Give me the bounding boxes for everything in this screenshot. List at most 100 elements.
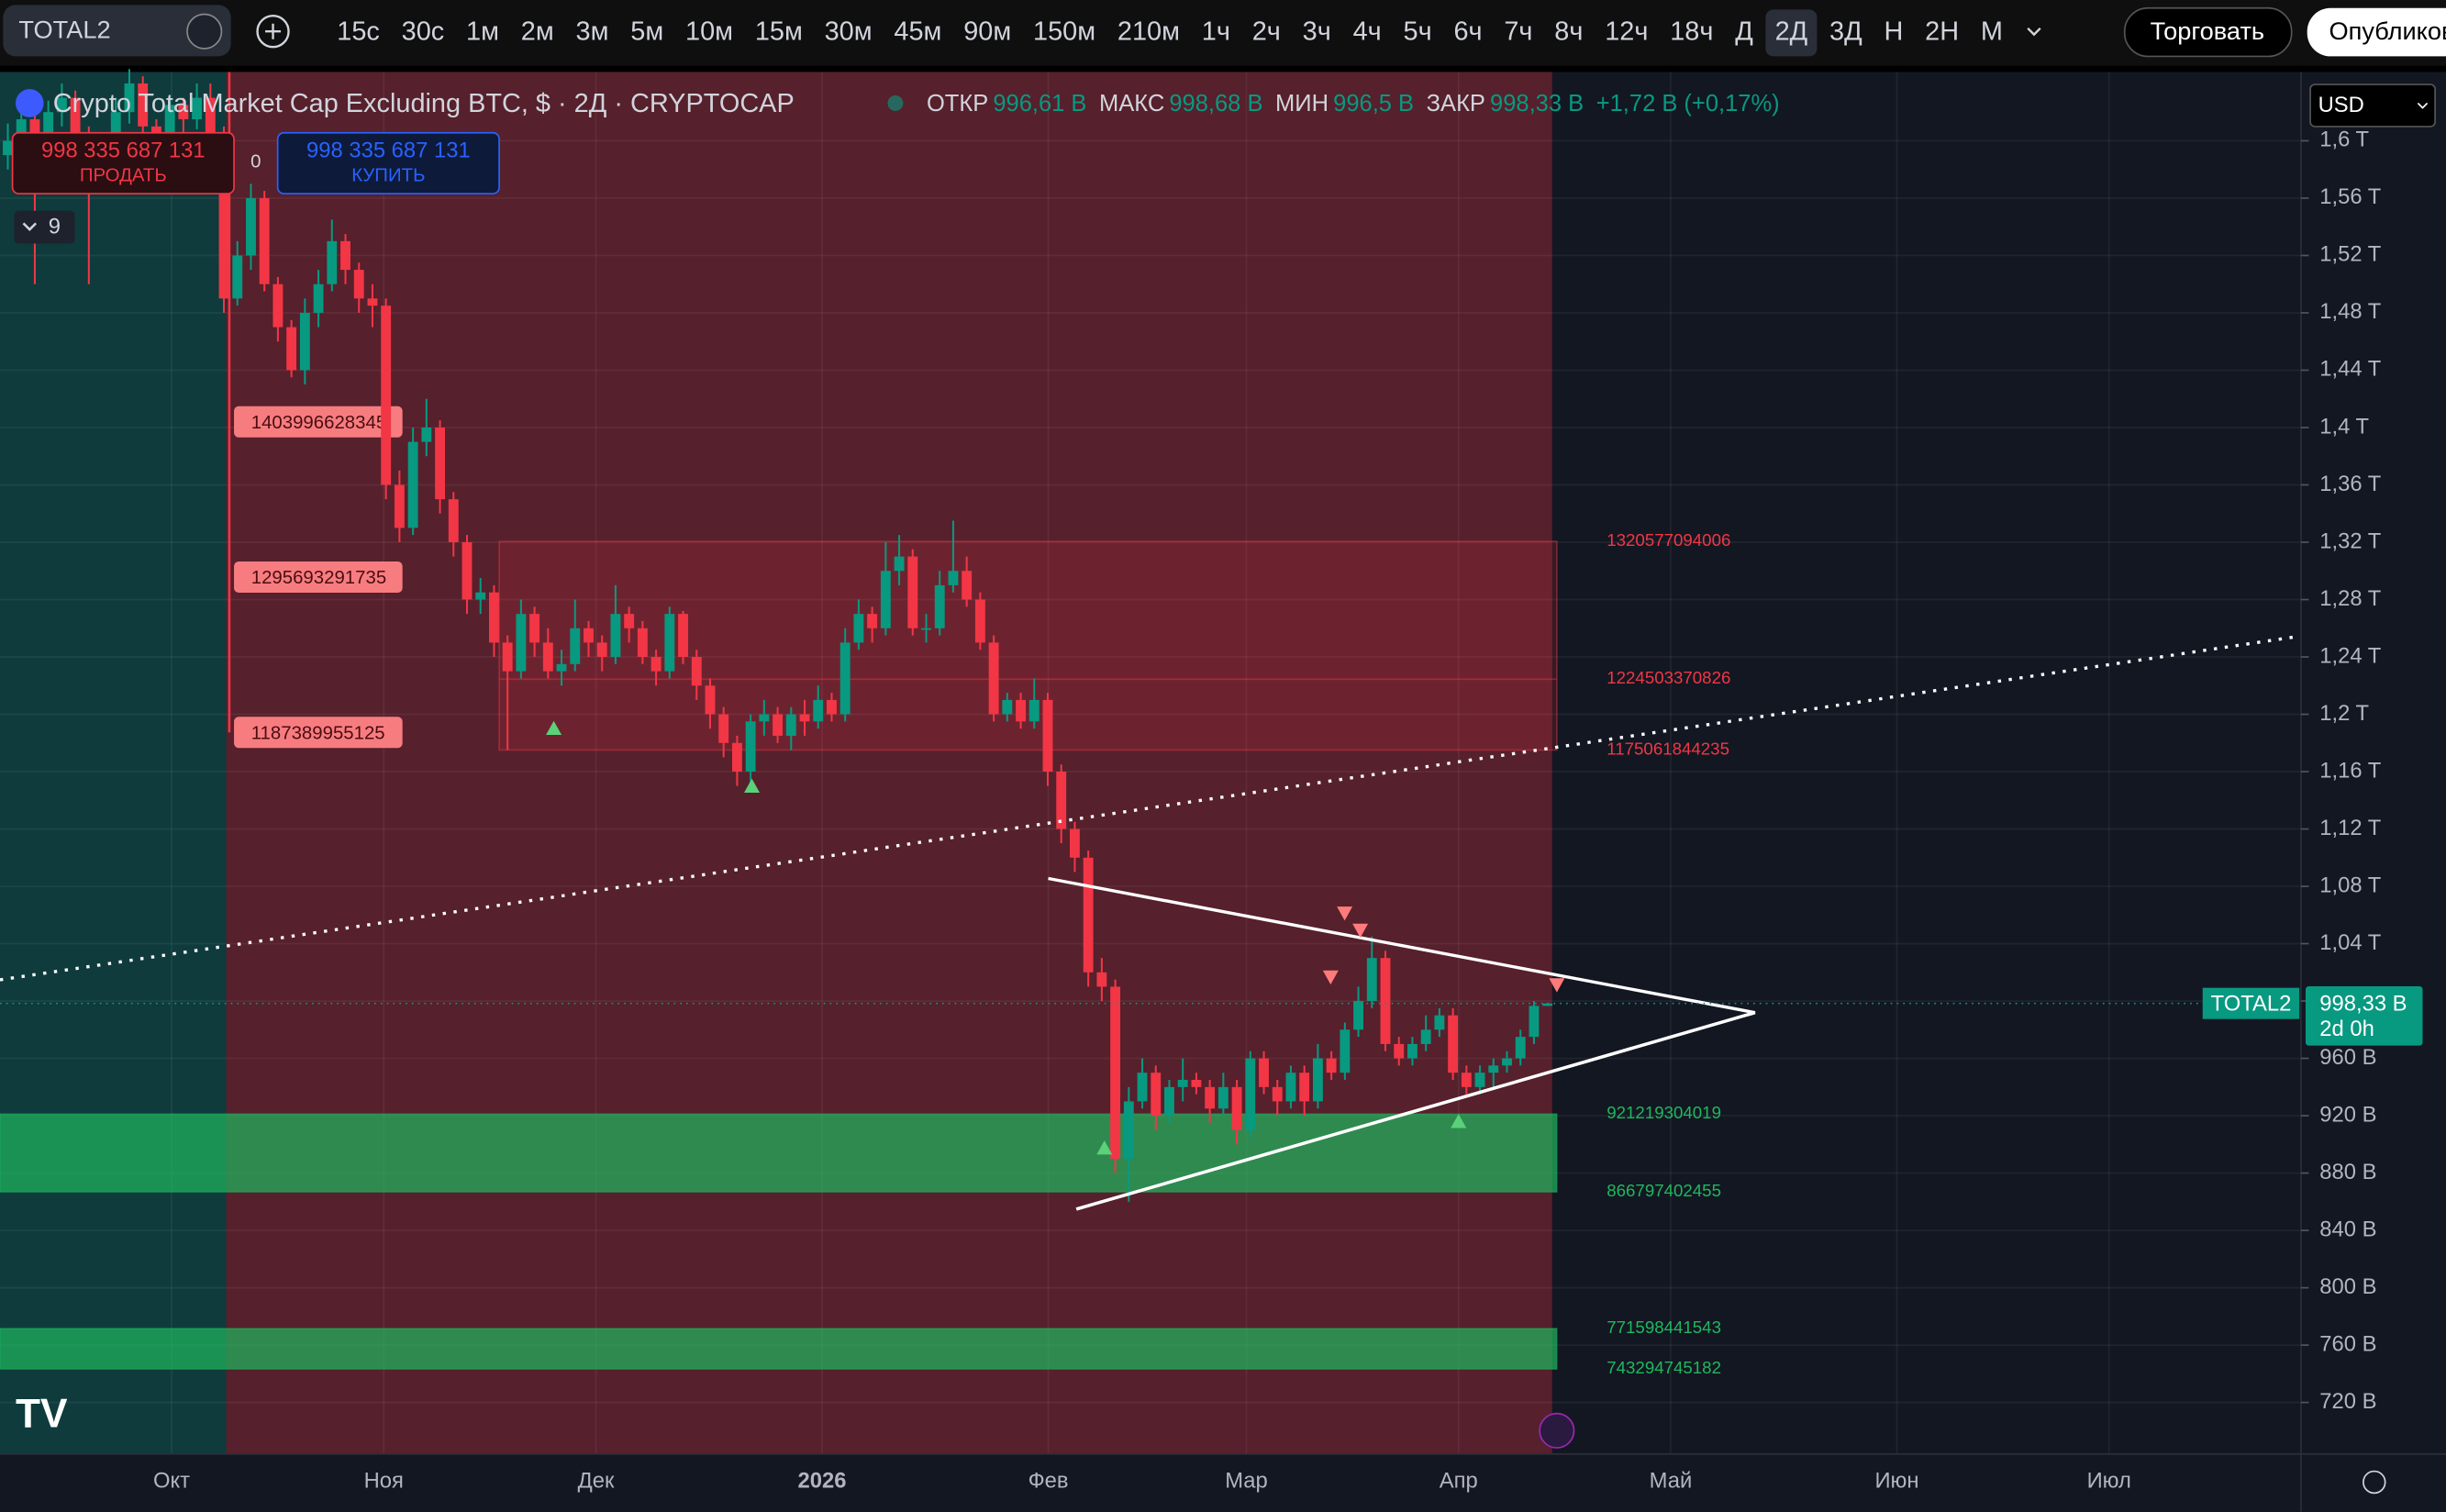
legend-title: Crypto Total Market Cap Excluding BTC, $… bbox=[53, 89, 795, 118]
candle-body bbox=[1028, 699, 1040, 722]
symbol: TOTAL2 bbox=[18, 15, 110, 43]
legend-fields: ОТКР 996,61 B МАКС 998,68 B МИН 996,5 B ЗАКР 99… bbox=[927, 91, 1780, 117]
candle-body bbox=[56, 97, 67, 113]
timeframe[interactable]: М bbox=[1981, 17, 2003, 47]
candle-body bbox=[232, 255, 243, 299]
timeframe[interactable]: 1м bbox=[466, 17, 499, 47]
y-tick-label: 1,16 T bbox=[2319, 758, 2381, 783]
candle-body bbox=[610, 614, 621, 658]
candle-body bbox=[353, 270, 364, 299]
order-level-label: 1187389955125 bbox=[251, 723, 385, 743]
candle-body bbox=[664, 614, 675, 672]
timeframe[interactable]: 15с bbox=[337, 17, 380, 47]
candle-body bbox=[1151, 1073, 1162, 1117]
candle-body bbox=[1366, 958, 1377, 1002]
symbol-box[interactable] bbox=[3, 5, 231, 57]
candle-body bbox=[542, 642, 553, 672]
y-tick-label: 760 B bbox=[2319, 1331, 2376, 1356]
overlay: TOTAL2 Торговать Опубликовать Crypto Tot… bbox=[3, 5, 2446, 1495]
chevron bbox=[22, 222, 38, 231]
timeframe[interactable]: 3м bbox=[576, 17, 609, 47]
timeframe[interactable]: 4ч bbox=[1353, 17, 1382, 47]
alert-icon[interactable] bbox=[186, 13, 223, 50]
candle-body bbox=[246, 197, 256, 256]
zone-label: 921219304019 bbox=[1607, 1103, 1721, 1122]
candle-body bbox=[1164, 1086, 1174, 1117]
candle-body bbox=[1340, 1029, 1351, 1073]
candle-body bbox=[678, 614, 688, 658]
y-tick-label: 1,2 T bbox=[2319, 701, 2369, 726]
timeframe[interactable]: 5м bbox=[630, 17, 663, 47]
timeframe[interactable]: 15м bbox=[755, 17, 803, 47]
candle-body bbox=[529, 614, 540, 643]
candle-body bbox=[1272, 1086, 1283, 1102]
publish-button[interactable] bbox=[2307, 7, 2446, 57]
toolbar-divider bbox=[0, 65, 2446, 72]
candle-body bbox=[921, 628, 931, 630]
candle-body bbox=[584, 628, 594, 643]
candle-body bbox=[1502, 1058, 1512, 1066]
currency-select[interactable] bbox=[2309, 83, 2436, 128]
status-dot bbox=[887, 94, 904, 111]
sell-price: 998 335 687 131 bbox=[41, 138, 206, 162]
candle-body bbox=[218, 140, 229, 299]
order-level-box bbox=[234, 406, 403, 438]
timeframe[interactable]: 2Н bbox=[1925, 17, 1959, 47]
y-tick-label: 920 B bbox=[2319, 1102, 2376, 1127]
timeframe[interactable]: Д bbox=[1735, 17, 1753, 47]
candle-body bbox=[731, 742, 742, 773]
candle-body bbox=[124, 83, 135, 113]
candle-body bbox=[381, 306, 392, 485]
candle-body bbox=[718, 714, 729, 743]
zone-label: 866797402455 bbox=[1607, 1181, 1721, 1200]
timeframe[interactable]: 8ч bbox=[1554, 17, 1583, 47]
candle-body bbox=[475, 592, 486, 600]
trade-button[interactable] bbox=[2123, 6, 2293, 58]
timeframe[interactable]: 7ч bbox=[1504, 17, 1532, 47]
timeframe[interactable]: 12ч bbox=[1605, 17, 1648, 47]
countdown: 2d 0h bbox=[2319, 1017, 2374, 1041]
indicators-toggle[interactable] bbox=[14, 210, 75, 244]
timeframe[interactable]: 18ч bbox=[1670, 17, 1713, 47]
sell-button[interactable] bbox=[11, 131, 235, 195]
timeframe[interactable]: 5ч bbox=[1404, 17, 1432, 47]
timeframe[interactable]: Н bbox=[1884, 17, 1903, 47]
zone-label: 743294745182 bbox=[1607, 1358, 1721, 1377]
timeframe[interactable]: 2ч bbox=[1252, 17, 1281, 47]
candle-body bbox=[839, 642, 851, 715]
candle-body bbox=[299, 312, 310, 371]
candle-body bbox=[974, 599, 985, 643]
timeframe[interactable]: 90м bbox=[963, 17, 1011, 47]
candle-body bbox=[327, 240, 338, 284]
lightning-button[interactable] bbox=[1539, 1412, 1575, 1449]
candle-body bbox=[570, 628, 581, 664]
y-tick-label: 1,12 T bbox=[2319, 816, 2381, 840]
timeframe[interactable]: 45м bbox=[894, 17, 941, 47]
timeframe[interactable]: 30с bbox=[402, 17, 445, 47]
compare-button[interactable] bbox=[256, 15, 290, 49]
timeframe[interactable]: 2Д bbox=[1775, 17, 1808, 47]
settings-button[interactable] bbox=[2363, 1470, 2386, 1495]
x-tick-label: Окт bbox=[153, 1469, 190, 1494]
buy-button[interactable] bbox=[276, 131, 500, 195]
y-tick-label: 1,48 T bbox=[2319, 299, 2381, 324]
candle-body bbox=[1069, 828, 1080, 858]
timeframe[interactable]: 10м bbox=[685, 17, 733, 47]
chevron bbox=[2417, 102, 2429, 109]
timeframe[interactable]: 2м bbox=[521, 17, 554, 47]
timeframe[interactable]: 1ч bbox=[1202, 17, 1230, 47]
candle-body bbox=[16, 119, 27, 141]
timeframe[interactable]: 150м bbox=[1033, 17, 1095, 47]
candle-body bbox=[1083, 857, 1094, 973]
symbol-tag-label: TOTAL2 bbox=[2211, 992, 2292, 1017]
timeframe[interactable]: 3Д bbox=[1829, 17, 1862, 47]
currency: USD bbox=[2318, 93, 2364, 117]
timeframe[interactable]: 3ч bbox=[1303, 17, 1331, 47]
candle-body bbox=[1245, 1058, 1256, 1130]
candle-body bbox=[1217, 1086, 1229, 1109]
legend-field-value: 996,5 B bbox=[1333, 91, 1414, 117]
timeframe[interactable]: 30м bbox=[825, 17, 873, 47]
timeframe[interactable]: 6ч bbox=[1453, 17, 1482, 47]
timeframe[interactable]: 210м bbox=[1117, 17, 1180, 47]
